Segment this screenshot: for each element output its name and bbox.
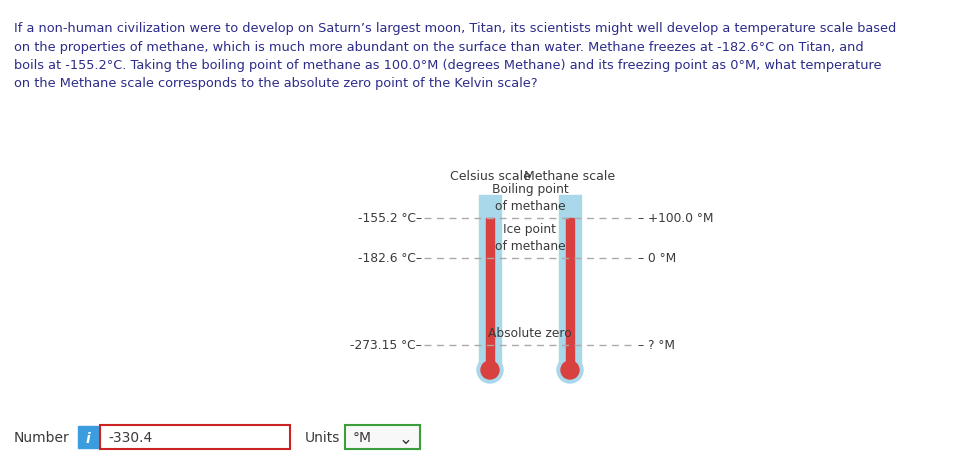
Text: Number: Number: [14, 431, 70, 445]
Text: -273.15 °C–: -273.15 °C–: [350, 338, 422, 351]
Text: – 0 °M: – 0 °M: [637, 252, 676, 265]
Text: – ? °M: – ? °M: [637, 338, 675, 351]
Text: Boiling point: Boiling point: [491, 183, 568, 196]
Bar: [485, 218, 494, 370]
Bar: [479, 195, 501, 370]
Text: of methane: of methane: [494, 200, 565, 213]
Text: If a non-human civilization were to develop on Saturn’s largest moon, Titan, its: If a non-human civilization were to deve…: [14, 22, 896, 35]
Text: on the Methane scale corresponds to the absolute zero point of the Kelvin scale?: on the Methane scale corresponds to the …: [14, 77, 537, 90]
Circle shape: [556, 357, 582, 383]
Text: -182.6 °C–: -182.6 °C–: [357, 252, 422, 265]
Bar: [565, 218, 574, 370]
Text: Absolute zero: Absolute zero: [487, 327, 571, 340]
Circle shape: [560, 361, 579, 379]
Text: Celsius scale: Celsius scale: [449, 170, 530, 183]
Text: boils at -155.2°C. Taking the boiling point of methane as 100.0°M (degrees Metha: boils at -155.2°C. Taking the boiling po…: [14, 59, 880, 72]
Text: – +100.0 °M: – +100.0 °M: [637, 212, 713, 225]
Bar: [558, 195, 580, 370]
Text: Methane scale: Methane scale: [524, 170, 615, 183]
Text: Units: Units: [305, 431, 340, 445]
Circle shape: [477, 357, 503, 383]
Bar: [100, 425, 289, 449]
Text: of methane: of methane: [494, 240, 565, 253]
Text: -155.2 °C–: -155.2 °C–: [357, 212, 422, 225]
Text: -330.4: -330.4: [108, 431, 152, 445]
Text: i: i: [86, 432, 90, 446]
Circle shape: [480, 361, 499, 379]
Bar: [345, 425, 420, 449]
Text: Ice point: Ice point: [503, 223, 555, 236]
Text: ⌄: ⌄: [399, 430, 412, 448]
Bar: [78, 426, 98, 448]
Text: °M: °M: [353, 431, 372, 445]
Text: on the properties of methane, which is much more abundant on the surface than wa: on the properties of methane, which is m…: [14, 41, 863, 53]
